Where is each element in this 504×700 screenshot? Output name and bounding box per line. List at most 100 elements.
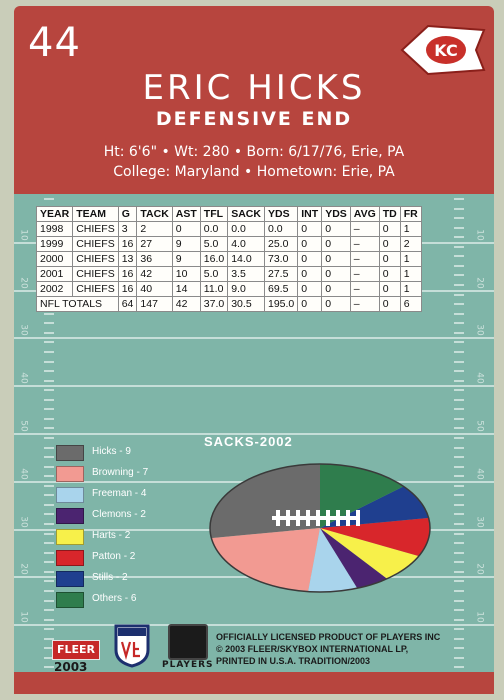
hash-mark (44, 504, 54, 506)
hash-mark (44, 533, 54, 535)
hash-mark (44, 666, 54, 668)
hash-mark (454, 657, 464, 659)
yard-number: 20 (474, 277, 485, 289)
hash-mark (44, 542, 54, 544)
stats-cell: 14 (171, 281, 201, 297)
hash-mark (44, 600, 54, 602)
yard-number: 10 (474, 611, 485, 623)
bio-line-2: College: Maryland • Hometown: Erie, PA (113, 164, 395, 180)
yard-number: 20 (18, 563, 29, 575)
stats-cell: 16 (117, 281, 138, 297)
stats-column-header: FR (399, 206, 422, 222)
hash-mark (44, 561, 54, 563)
hash-mark (454, 313, 464, 315)
yard-line (14, 385, 494, 387)
chart-title: SACKS-2002 (204, 434, 293, 449)
stats-cell: – (349, 221, 380, 237)
stats-cell: – (349, 266, 380, 282)
stats-cell: 2001 (35, 266, 74, 282)
stats-totals-row: NFL TOTALS 64 147 42 37.0 30.5 195.0 0 0–0 6 (36, 296, 422, 312)
hash-mark (44, 341, 54, 343)
stats-cell: CHIEFS (72, 236, 119, 252)
hash-mark (44, 332, 54, 334)
stats-totals-label: NFL TOTALS (36, 296, 119, 312)
hash-mark (44, 513, 54, 515)
career-stats-table: YEAR TEAM G TACK AST TFL SACK YDS INT YDS AVG TD FR … (35, 206, 422, 312)
hash-mark (454, 647, 464, 649)
hash-mark (454, 533, 464, 535)
players-inc-logo (168, 624, 208, 660)
hash-mark (44, 418, 54, 420)
hash-mark (44, 494, 54, 496)
stats-cell: 0.0 (227, 221, 265, 237)
pie-slice-hicks (210, 464, 320, 547)
hash-mark (454, 227, 464, 229)
stats-cell: 0 (378, 236, 401, 252)
stats-cell: 0 (378, 266, 401, 282)
stats-cell: 42 (136, 266, 173, 282)
yard-number: 40 (18, 372, 29, 384)
stats-cell: 3 (117, 221, 138, 237)
stats-cell: 0 (321, 281, 351, 297)
stats-cell: 1 (399, 221, 422, 237)
hash-mark (454, 380, 464, 382)
hash-mark (454, 399, 464, 401)
hash-mark (454, 389, 464, 391)
chiefs-arrowhead-logo: KC (400, 24, 486, 76)
hash-mark (454, 341, 464, 343)
stats-cell: CHIEFS (72, 281, 119, 297)
stats-cell: 0 (171, 221, 201, 237)
legal-line-2: © 2003 FLEER/SKYBOX INTERNATIONAL LP, (216, 644, 409, 654)
yard-number: 30 (18, 516, 29, 528)
yard-number: 10 (18, 611, 29, 623)
stats-cell: 16 (117, 236, 138, 252)
hash-mark (44, 485, 54, 487)
player-name: ERIC HICKS (142, 68, 366, 108)
hash-mark (44, 427, 54, 429)
legend-swatch (56, 529, 84, 545)
hash-mark (454, 590, 464, 592)
pie-slice-others (320, 464, 430, 528)
yard-number: 40 (474, 468, 485, 480)
card-year: 2003 (54, 660, 88, 674)
yard-number: 30 (474, 324, 485, 336)
hash-mark (44, 619, 54, 621)
stats-column-header: TEAM (72, 206, 119, 222)
stats-cell: 0 (297, 266, 323, 282)
hash-mark (454, 475, 464, 477)
hash-mark (454, 447, 464, 449)
stats-column-header: SACK (227, 206, 265, 222)
hash-mark (454, 619, 464, 621)
stats-row: 2002 CHIEFS 16 40 14 11.0 9.0 69.5 0 0–0 1 (35, 281, 422, 297)
stats-column-header: TD (378, 206, 401, 222)
yard-number: 50 (18, 420, 29, 432)
stats-cell: 1 (399, 266, 422, 282)
hash-mark (454, 580, 464, 582)
stats-totals-cell: – (349, 296, 380, 312)
stats-cell: 0.0 (263, 221, 299, 237)
hash-mark (454, 609, 464, 611)
hash-mark (44, 380, 54, 382)
legend-label: Freeman - 4 (92, 488, 147, 499)
yard-line (14, 433, 494, 435)
legend-label: Browning - 7 (92, 467, 149, 478)
legend-swatch (56, 466, 84, 482)
hash-mark (454, 504, 464, 506)
legend-swatch (56, 445, 84, 461)
hash-mark (454, 494, 464, 496)
stats-cell: CHIEFS (72, 266, 119, 282)
yard-number: 30 (474, 516, 485, 528)
yard-number: 40 (474, 372, 485, 384)
stats-cell: 0 (297, 281, 323, 297)
stats-cell: 9 (171, 236, 201, 252)
stats-cell: 4.0 (227, 236, 265, 252)
stats-row: 2001 CHIEFS 16 42 10 5.0 3.5 27.5 0 0–0 1 (35, 266, 422, 282)
jersey-number: 44 (28, 20, 81, 66)
stats-cell: 10 (171, 266, 201, 282)
hash-mark (454, 513, 464, 515)
stats-cell: 1998 (35, 221, 74, 237)
player-position: DEFENSIVE END (155, 108, 353, 130)
legend-swatch (56, 592, 84, 608)
hash-mark (454, 217, 464, 219)
hash-mark (454, 552, 464, 554)
